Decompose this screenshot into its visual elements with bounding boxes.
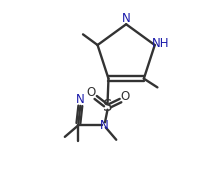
Text: N: N: [76, 93, 85, 106]
Text: N: N: [100, 119, 109, 132]
Text: N: N: [122, 12, 130, 25]
Text: NH: NH: [152, 37, 170, 50]
Text: O: O: [121, 90, 130, 103]
Text: S: S: [103, 99, 112, 114]
Text: O: O: [86, 86, 96, 99]
